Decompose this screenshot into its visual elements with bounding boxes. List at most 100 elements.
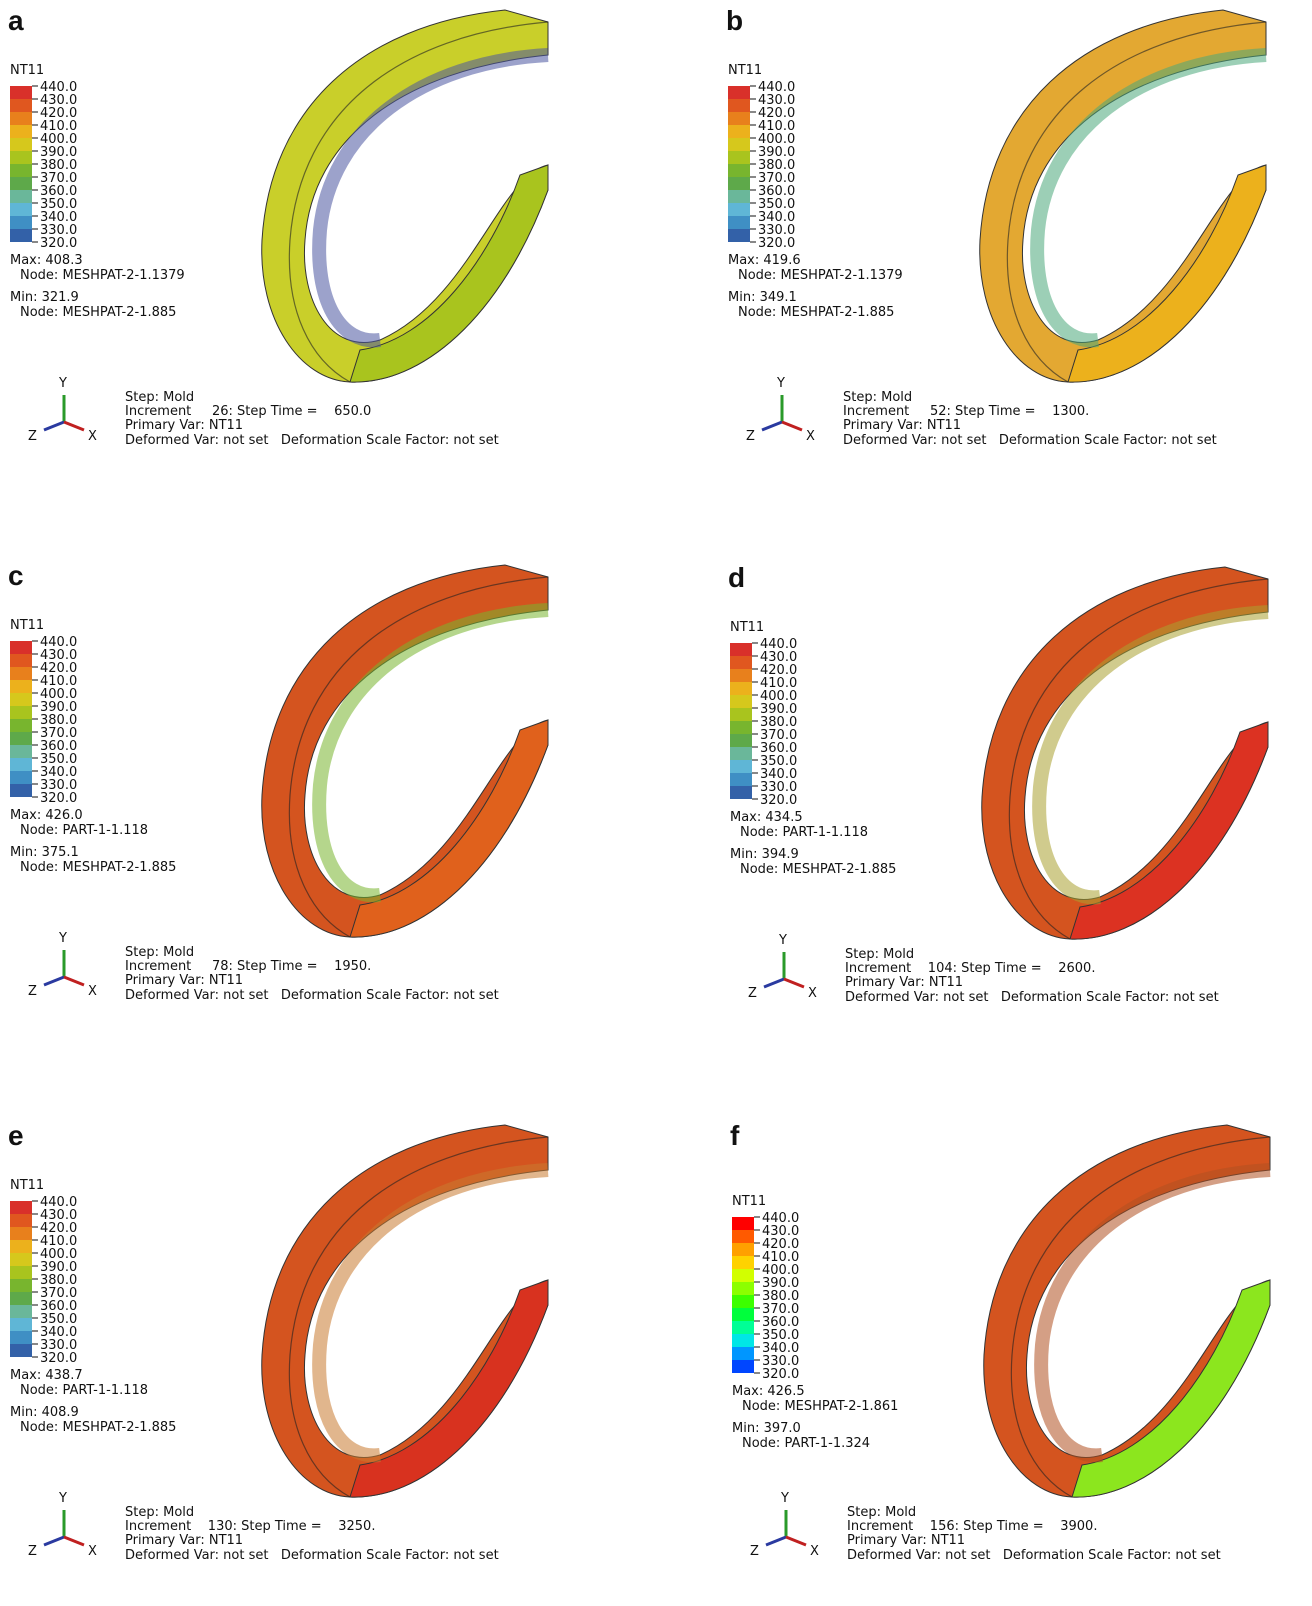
panel-label: a: [8, 5, 24, 36]
legend-title: NT11: [732, 1194, 766, 1209]
panel: d NT11440.0430.0420.0410.0400.0390.0380.0…: [728, 562, 1268, 1005]
legend-swatch: [10, 771, 32, 784]
legend-swatch: [10, 99, 32, 112]
step: Step: Mold: [125, 390, 194, 405]
triad-z: Z: [746, 429, 755, 444]
legend-swatch: [10, 1253, 32, 1266]
x-arrow: [784, 979, 804, 987]
legend-swatch: [10, 164, 32, 177]
ring-arm: [1068, 165, 1266, 382]
x-arrow: [64, 1537, 84, 1545]
ring-arm: [350, 165, 548, 382]
triad-x: X: [808, 986, 817, 1001]
model: [984, 1125, 1270, 1497]
legend-swatch: [732, 1308, 754, 1321]
panel-label: d: [728, 562, 745, 593]
legend-swatch: [728, 203, 750, 216]
axis-triad: YZX: [750, 1491, 819, 1559]
legend-swatch: [10, 86, 32, 99]
legend-swatch: [732, 1360, 754, 1373]
max-value: Max: 408.3: [10, 253, 83, 268]
legend: NT11440.0430.0420.0410.0400.0390.0380.03…: [10, 618, 176, 875]
model: [262, 10, 548, 382]
x-arrow: [64, 977, 84, 985]
min-node: Node: MESHPAT-2-1.885: [740, 862, 896, 877]
ring-arm: [350, 720, 548, 937]
deformed-var: Deformed Var: not set Deformation Scale …: [125, 1548, 499, 1563]
model: [262, 1125, 548, 1497]
legend-swatch: [732, 1217, 754, 1230]
legend-swatch: [730, 721, 752, 734]
deformed-var: Deformed Var: not set Deformation Scale …: [843, 433, 1217, 448]
z-arrow: [766, 1537, 786, 1545]
legend-title: NT11: [728, 63, 762, 78]
legend-title: NT11: [10, 63, 44, 78]
axis-triad: Y Z X: [28, 376, 97, 444]
legend-swatch: [730, 786, 752, 799]
legend-swatch: [10, 641, 32, 654]
min-node: Node: MESHPAT-2-1.885: [20, 860, 176, 875]
legend-swatch: [728, 99, 750, 112]
min-node: Node: MESHPAT-2-1.885: [738, 305, 894, 320]
legend-swatch: [732, 1282, 754, 1295]
legend: NT11440.0430.0420.0410.0400.0390.0380.03…: [730, 620, 896, 877]
step: Step: Mold: [125, 1505, 194, 1520]
axis-triad: YZX: [748, 933, 817, 1001]
primary-var: Primary Var: NT11: [847, 1533, 965, 1548]
max-value: Max: 426.5: [732, 1384, 805, 1399]
legend-swatch: [732, 1347, 754, 1360]
max-node: Node: PART-1-1.118: [20, 1383, 148, 1398]
legend-swatch: [728, 86, 750, 99]
legend-swatch: [10, 1344, 32, 1357]
min-value: Min: 394.9: [730, 847, 799, 862]
ring-arm: [1070, 722, 1268, 939]
legend-swatch: [10, 732, 32, 745]
legend-swatch: [732, 1230, 754, 1243]
axis-triad: YZX: [28, 931, 97, 999]
min-node: Node: PART-1-1.324: [742, 1436, 870, 1451]
legend-title: NT11: [10, 1178, 44, 1193]
legend-swatch: [10, 1227, 32, 1240]
legend-swatch: [730, 734, 752, 747]
x-arrow: [786, 1537, 806, 1545]
max-node: Node: PART-1-1.118: [740, 825, 868, 840]
triad-z: Z: [28, 429, 37, 444]
triad-x: X: [810, 1544, 819, 1559]
panel: aNT11440.0430.0420.0410.0400.0390.0380.0…: [8, 5, 548, 448]
z-arrow: [44, 977, 64, 985]
axis-triad: YZX: [746, 376, 815, 444]
legend-swatch: [732, 1256, 754, 1269]
max-value: Max: 434.5: [730, 810, 803, 825]
panel: bNT11440.0430.0420.0410.0400.0390.0380.0…: [726, 5, 1266, 448]
legend-swatch: [10, 177, 32, 190]
min-value: Min: 397.0: [732, 1421, 801, 1436]
triad-x: X: [88, 429, 97, 444]
z-arrow: [44, 422, 64, 430]
triad-y: Y: [58, 376, 67, 391]
increment: Increment 130: Step Time = 3250.: [125, 1519, 375, 1534]
legend-swatch: [10, 680, 32, 693]
triad-x: X: [88, 1544, 97, 1559]
z-arrow: [764, 979, 784, 987]
legend-swatch: [732, 1334, 754, 1347]
legend-swatch: [10, 112, 32, 125]
legend-swatch: [10, 706, 32, 719]
legend-swatch: [10, 693, 32, 706]
panel-label: e: [8, 1120, 24, 1151]
legend-swatch: [10, 203, 32, 216]
legend-swatch: [10, 758, 32, 771]
legend-swatch: [10, 1292, 32, 1305]
panel: fNT11440.0430.0420.0410.0400.0390.0380.0…: [730, 1120, 1270, 1563]
x-arrow: [64, 422, 84, 430]
legend-swatch: [10, 151, 32, 164]
legend-swatch: [730, 656, 752, 669]
model: [262, 565, 548, 937]
max-node: Node: PART-1-1.118: [20, 823, 148, 838]
legend-swatch: [730, 747, 752, 760]
legend-swatch: [10, 1331, 32, 1344]
deformed-var: Deformed Var: not set Deformation Scale …: [125, 433, 499, 448]
z-arrow: [762, 422, 782, 430]
min-value: Min: 349.1: [728, 290, 797, 305]
primary-var: Primary Var: NT11: [125, 1533, 243, 1548]
legend-swatch: [728, 229, 750, 242]
